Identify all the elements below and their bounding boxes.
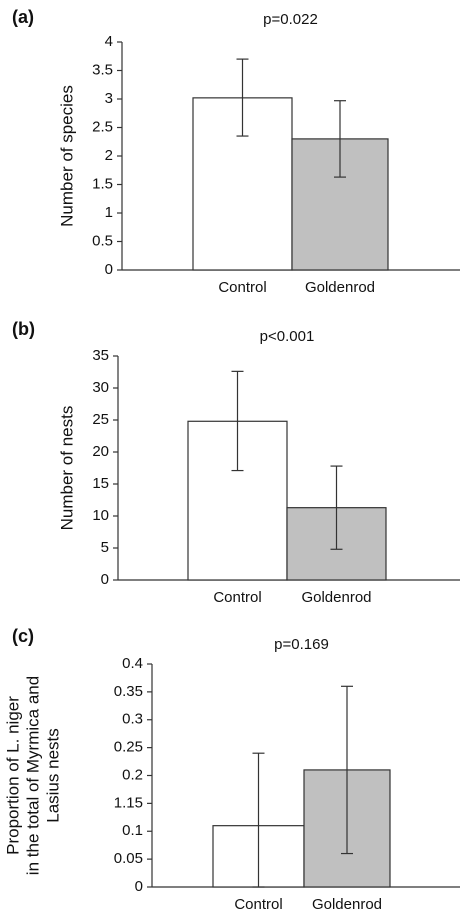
y-tick-label: 1.5: [92, 175, 113, 192]
y-axis-label: Number of species: [57, 85, 76, 227]
panel-label: (c): [12, 626, 34, 646]
y-tick-label: 3.5: [92, 61, 113, 78]
panel-label: (a): [12, 7, 34, 27]
y-tick-label: 0.35: [114, 683, 143, 700]
y-tick-label: 2: [105, 147, 113, 164]
x-tick-label: Control: [213, 589, 261, 606]
y-tick-label: 0: [101, 571, 109, 588]
y-tick-label: 0.5: [92, 232, 113, 249]
y-axis-label: Number of nests: [57, 406, 76, 531]
y-tick-label: 1.15: [114, 794, 143, 811]
x-tick-label: Control: [218, 279, 266, 296]
y-tick-label: 25: [92, 411, 109, 428]
y-axis-label: in the total of Myrmica and: [23, 676, 42, 875]
y-tick-label: 0.05: [114, 850, 143, 867]
y-tick-label: 35: [92, 347, 109, 364]
y-tick-label: 15: [92, 475, 109, 492]
y-tick-label: 3: [105, 90, 113, 107]
y-tick-label: 5: [101, 539, 109, 556]
y-tick-label: 1: [105, 204, 113, 221]
y-axis-label: Proportion of L. niger: [3, 696, 22, 855]
panel-label: (b): [12, 319, 35, 339]
y-tick-label: 0.25: [114, 739, 143, 756]
y-tick-label: 0: [135, 878, 143, 895]
y-axis-label: Lasius nests: [43, 728, 62, 823]
y-tick-label: 0.1: [122, 822, 143, 839]
y-tick-label: 0: [105, 261, 113, 278]
chart-title: p=0.022: [263, 11, 318, 28]
y-tick-label: 0.2: [122, 766, 143, 783]
y-tick-label: 4: [105, 33, 113, 50]
y-tick-label: 30: [92, 379, 109, 396]
y-tick-label: 0.4: [122, 655, 143, 672]
y-tick-label: 2.5: [92, 118, 113, 135]
x-tick-label: Goldenrod: [305, 279, 375, 296]
y-tick-label: 20: [92, 443, 109, 460]
chart-title: p=0.169: [274, 636, 329, 653]
y-tick-label: 0.3: [122, 711, 143, 728]
y-tick-label: 10: [92, 507, 109, 524]
chart-title: p<0.001: [260, 328, 315, 345]
x-tick-label: Goldenrod: [312, 896, 382, 913]
x-tick-label: Goldenrod: [301, 589, 371, 606]
x-tick-label: Control: [234, 896, 282, 913]
